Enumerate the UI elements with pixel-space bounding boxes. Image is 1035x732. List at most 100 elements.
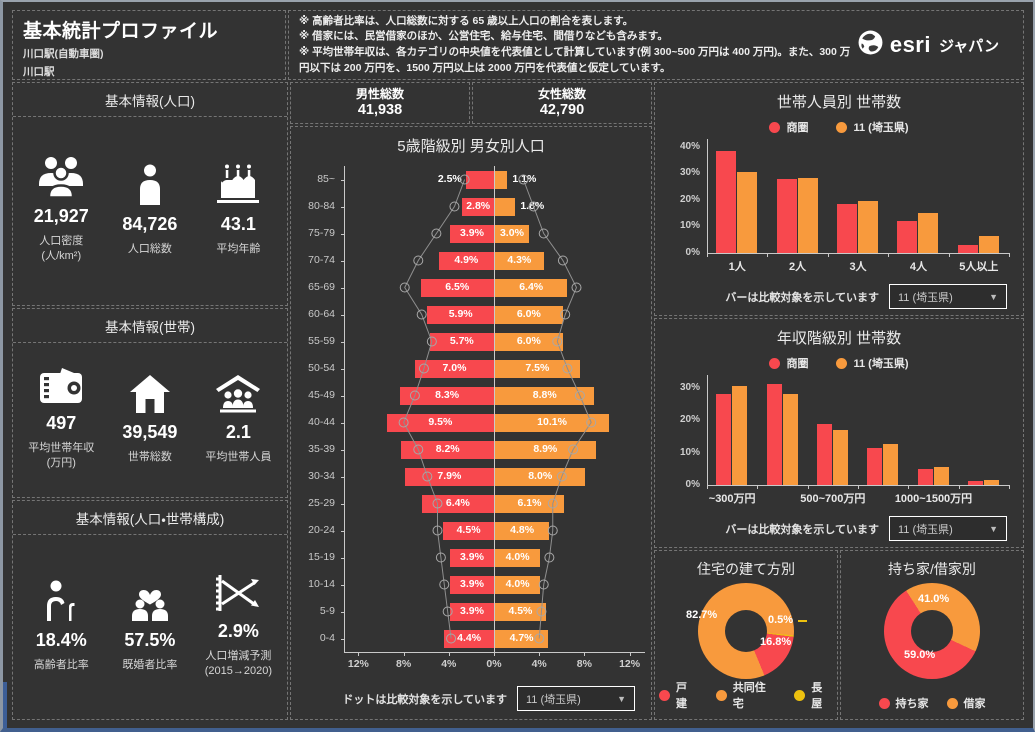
couple-heart-icon [129,580,171,622]
legend-item-comparison[interactable]: 11 (埼玉県) [836,119,909,135]
income-bar-11 (埼玉県)[interactable] [832,429,848,485]
housing-type-donut[interactable] [698,583,794,679]
pyramid-bar-male[interactable] [444,629,494,648]
pyramid-bar-female[interactable] [495,197,516,216]
male-value-label: 6.4% [445,497,470,509]
legend: 商圏 11 (埼玉県) [661,114,1017,137]
pyramid-bar-female[interactable] [495,575,541,594]
pyramid-bar-male[interactable] [427,305,494,324]
income-bar-11 (埼玉県)[interactable] [883,443,899,485]
pyramid-bar-male[interactable] [429,332,494,351]
pyramid-bar-female[interactable] [495,494,564,513]
male-value-label: 5.7% [449,335,474,347]
pyramid-bar-male[interactable] [449,575,494,594]
pyramid-bar-male[interactable] [386,413,494,432]
household-size-bar-商圏[interactable] [837,204,857,253]
legend-item-detached[interactable]: 戸建 [659,679,698,711]
household-size-bar-商圏[interactable] [957,244,978,253]
income-bar-商圏[interactable] [716,393,732,485]
household-size-bar-商圏[interactable] [776,179,797,253]
stat-married-ratio: 57.5% 既婚者比率 [106,539,195,713]
pyramid-bar-male[interactable] [449,602,494,621]
pyramid-bar-female[interactable] [495,521,550,540]
stat-value: 84,726 [122,213,178,234]
pyramid-bar-male[interactable] [438,251,494,270]
pyramid-bar-female[interactable] [495,413,610,432]
legend-item-trade-area[interactable]: 商圏 [769,119,808,135]
female-value-label: 1.1% [512,173,537,185]
female-total-label: 女性総数 [537,86,586,101]
legend-item-owned[interactable]: 持ち家 [878,695,929,711]
male-value-label: 3.9% [459,578,484,590]
household-size-bar-11 (埼玉県)[interactable] [978,236,999,253]
legend-item-comparison[interactable]: 11 (埼玉県) [836,355,909,371]
pyramid-bar-male[interactable] [443,521,494,540]
pyramid-footer: ドットは比較対象を示しています 11 (埼玉県) ▼ [297,686,645,711]
age-label: 80-84 [308,200,335,212]
male-value-label: 4.4% [457,632,482,644]
stat-average-age: 43.1 平均年齢 [194,121,283,299]
pyramid-bar-female[interactable] [495,170,508,189]
pyramid-bar-male[interactable] [465,170,494,189]
household-size-bar-11 (埼玉県)[interactable] [858,201,878,253]
pyramid-bar-female[interactable] [495,305,563,324]
legend-item-apartment[interactable]: 共同住宅 [715,679,777,711]
household-size-bar-商圏[interactable] [716,151,737,253]
pyramid-bar-female[interactable] [495,224,529,243]
pyramid-bar-female[interactable] [495,278,568,297]
pyramid-bar-female[interactable] [495,251,544,270]
pyramid-bar-female[interactable] [495,386,595,405]
comparison-select[interactable]: 11 (埼玉県) ▼ [517,686,635,711]
legend-item-rented[interactable]: 借家 [946,695,986,711]
pyramid-bar-male[interactable] [414,359,494,378]
male-total-value: 41,938 [357,101,403,118]
male-value-label: 9.5% [428,416,453,428]
income-bar-11 (埼玉県)[interactable] [933,467,949,485]
pyramid-bar-female[interactable] [495,629,549,648]
female-total-value: 42,790 [539,101,585,118]
pyramid-bar-female[interactable] [495,332,563,351]
household-size-bar-11 (埼玉県)[interactable] [918,212,939,253]
stat-population-total: 84,726 人口総数 [106,121,195,299]
income-bar-11 (埼玉県)[interactable] [983,479,999,485]
household-size-bar-11 (埼玉県)[interactable] [737,172,758,253]
income-bar-11 (埼玉県)[interactable] [782,394,798,485]
household-size-chart: 0% 10% 20% 30% 40% 1人 2人 3人 4人 5人以上 [669,139,1010,273]
comparison-select[interactable]: 11 (埼玉県) ▼ [889,516,1007,541]
basic-info-column: 基本情報(人口) 21,927 [12,82,288,720]
income-bar-11 (埼玉県)[interactable] [732,385,748,485]
household-size-bar-商圏[interactable] [897,220,918,253]
header: 基本統計プロファイル 川口駅(自動車圏) 川口駅 ※ 高齢者比率は、人口総数に対… [12,10,1024,80]
legend-item-rowhouse[interactable]: 長屋 [794,679,833,711]
footnote-line: ※ 借家には、民営借家のほか、公営住宅、給与住宅、間借りなども含みます。 [299,30,668,43]
basic-info-population-panel: 基本情報(人口) 21,927 [12,82,288,306]
pyramid-bar-male[interactable] [449,224,494,243]
pyramid-bar-female[interactable] [495,548,541,567]
person-icon [137,164,163,206]
housing-type-donut-chart: 82.7% 0.5% 16.8% [659,581,833,679]
pyramid-bar-male[interactable] [420,278,494,297]
income-bar-商圏[interactable] [917,468,933,485]
legend-dot-orange [836,357,848,369]
income-bar-商圏[interactable] [766,383,782,485]
comparison-select[interactable]: 11 (埼玉県) ▼ [889,284,1007,309]
income-bar-商圏[interactable] [867,447,883,485]
ownership-donut[interactable] [884,583,980,679]
pyramid-bar-male[interactable] [449,548,494,567]
age-label: 75-79 [308,227,335,239]
legend-item-trade-area[interactable]: 商圏 [769,355,808,371]
household-size-bar-11 (埼玉県)[interactable] [797,177,818,253]
pyramid-bar-female[interactable] [495,359,580,378]
income-bar-商圏[interactable] [816,423,832,485]
comparison-note: バーは比較対象を示しています [725,291,879,304]
pyramid-bar-female[interactable] [495,602,546,621]
pyramid-bar-female[interactable] [495,440,596,459]
pyramid-bar-male[interactable] [421,494,494,513]
pyramid-bar-male[interactable] [400,386,494,405]
pyramid-bar-male[interactable] [401,440,494,459]
slice-value-label: 41.0% [918,593,950,605]
income-footer: バーは比較対象を示しています 11 (埼玉県) ▼ [661,516,1017,541]
income-bar-商圏[interactable] [967,481,983,485]
pyramid-bar-male[interactable] [462,197,494,216]
housing-type-panel: 住宅の建て方別 82.7% 0.5% 16.8% 戸建 共同住宅 [654,550,838,720]
